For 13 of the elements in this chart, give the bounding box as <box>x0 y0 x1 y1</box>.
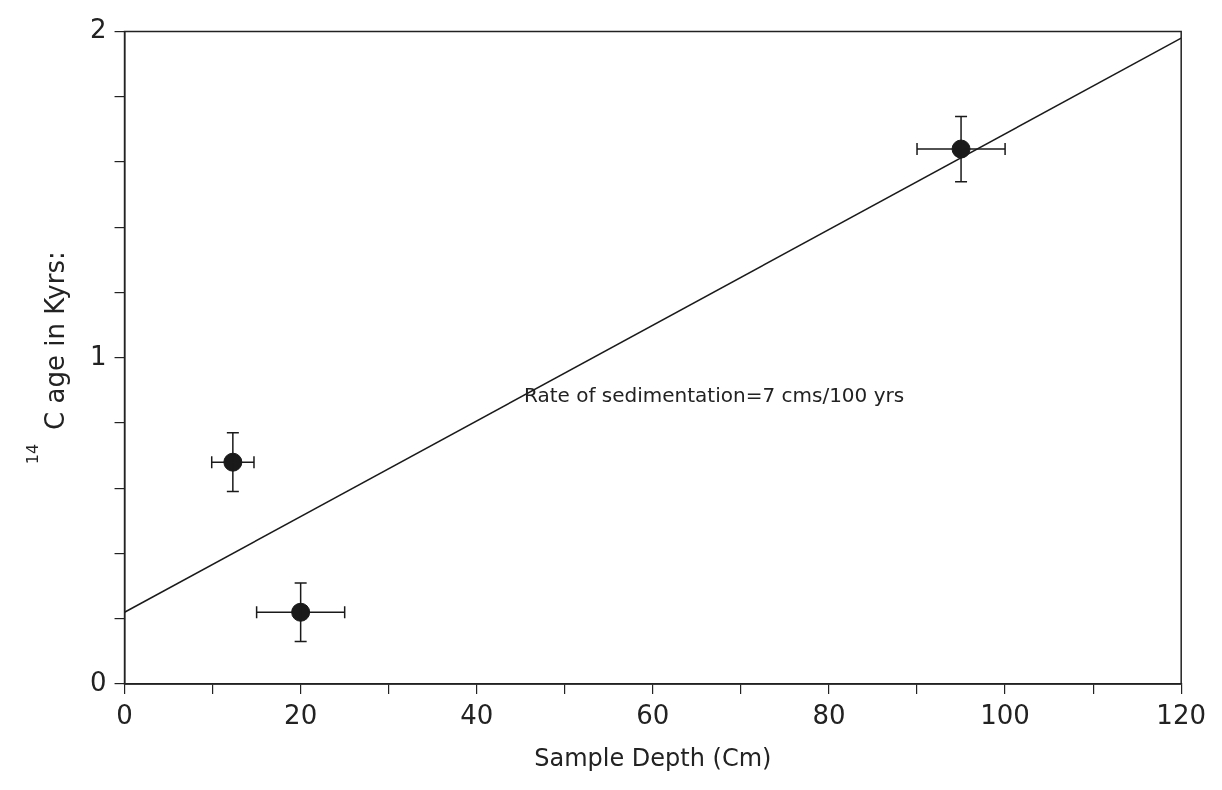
x-tick-label: 40 <box>460 700 494 731</box>
y-axis-title: 14C age in Kyrs: <box>23 251 70 465</box>
y-tick-label: 1 <box>90 340 107 371</box>
x-tick-label: 60 <box>636 700 670 731</box>
annotation: Rate of sedimentation=7 cms/100 yrs <box>523 383 905 408</box>
x-axis-title: Sample Depth (Cm) <box>534 743 772 772</box>
x-tick-label: 120 <box>1156 700 1207 731</box>
x-tick-label: 20 <box>284 700 318 731</box>
x-tick-label: 100 <box>980 700 1030 731</box>
y-tick-label: 2 <box>90 14 107 45</box>
y-tick-label: 0 <box>90 666 107 697</box>
x-tick-label: 80 <box>812 700 846 731</box>
x-tick-label: 0 <box>116 700 133 731</box>
